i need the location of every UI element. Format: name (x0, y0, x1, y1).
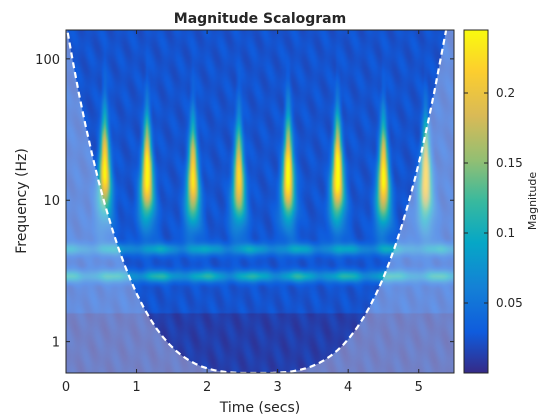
colorbar-ticks: 0.05 0.1 0.15 0.2 (464, 86, 523, 310)
colorbar-tick-label: 0.1 (496, 226, 515, 240)
colorbar-label: Magnitude (526, 172, 539, 231)
y-tick-label: 10 (43, 194, 60, 209)
chart-title: Magnitude Scalogram (174, 11, 346, 27)
plot-area (66, 30, 454, 373)
y-axis-label: Frequency (Hz) (14, 148, 30, 254)
x-tick-label: 0 (62, 380, 70, 395)
cone-of-influence-line (66, 30, 448, 373)
colorbar-tick-label: 0.05 (496, 296, 523, 310)
x-axis-ticks: 0 1 2 3 4 5 (62, 30, 423, 395)
y-axis-ticks: 1 10 100 (35, 53, 454, 351)
axes-box (65, 29, 455, 374)
x-axis-label: Time (secs) (219, 400, 301, 416)
colorbar-tick-label: 0.15 (496, 156, 523, 170)
y-tick-label: 1 (52, 336, 60, 351)
x-tick-label: 5 (415, 380, 423, 395)
colorbar-tick-label: 0.2 (496, 86, 515, 100)
coi-shaded-region (66, 30, 454, 373)
scalogram-heatmap (66, 30, 454, 373)
y-tick-label: 100 (35, 53, 60, 68)
x-tick-label: 3 (273, 380, 281, 395)
x-tick-label: 2 (203, 380, 211, 395)
x-tick-label: 1 (132, 380, 140, 395)
colorbar (463, 29, 489, 374)
x-tick-label: 4 (344, 380, 352, 395)
